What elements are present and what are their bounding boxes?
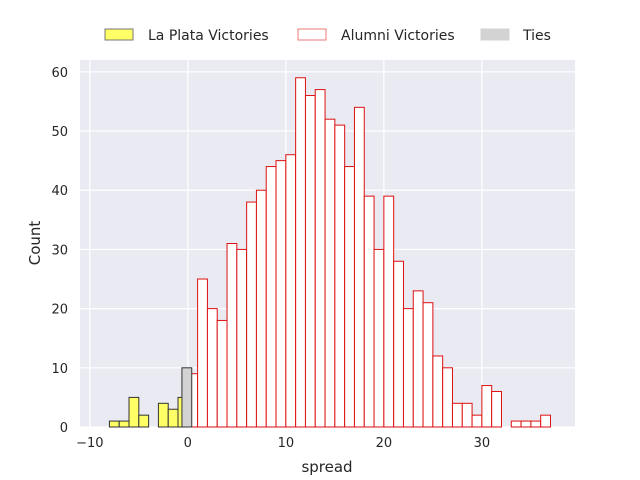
bar (206, 308, 218, 428)
legend-label: La Plata Victories (148, 28, 269, 44)
bar (442, 367, 453, 428)
bar (167, 408, 179, 428)
legend: La Plata Victories Alumni Victories Ties (104, 28, 551, 44)
bar (491, 390, 502, 428)
legend-label: Alumni Victories (341, 28, 455, 44)
bar (285, 154, 297, 428)
bar (373, 248, 385, 428)
bar (540, 414, 551, 428)
x-tick-label: 0 (184, 436, 192, 451)
bar (246, 201, 257, 428)
bar (481, 385, 493, 428)
bar (451, 402, 463, 428)
bar (181, 367, 193, 428)
y-tick-label: 30 (51, 243, 68, 258)
bar (402, 308, 414, 428)
y-tick-label: 0 (60, 421, 68, 436)
y-tick-label: 10 (51, 362, 68, 377)
x-tick-label: 10 (278, 436, 295, 451)
bar (334, 124, 346, 428)
bar (255, 189, 267, 428)
x-axis-ticks: −10 0 10 20 30 (76, 436, 490, 451)
x-tick-label: −10 (76, 436, 103, 451)
bar (520, 420, 532, 428)
y-axis-ticks: 0 10 20 30 40 50 60 (51, 66, 68, 436)
bar (393, 260, 404, 428)
y-tick-label: 50 (51, 125, 68, 140)
bar (344, 166, 355, 428)
bar (314, 89, 326, 428)
bar (226, 243, 238, 428)
bar (295, 77, 306, 428)
bar (383, 195, 395, 428)
bars (108, 77, 551, 428)
bar (432, 355, 444, 428)
x-tick-label: 30 (474, 436, 491, 451)
bar (197, 278, 208, 428)
y-tick-label: 60 (51, 66, 68, 81)
bar (108, 420, 120, 428)
bar (530, 420, 542, 428)
bar (157, 402, 169, 428)
bar (471, 414, 483, 428)
bar (353, 106, 365, 428)
bar (265, 166, 277, 428)
legend-swatch (297, 28, 327, 41)
legend-label: Ties (522, 28, 551, 44)
bar (236, 248, 248, 428)
y-tick-label: 40 (51, 184, 68, 199)
bar (510, 420, 522, 428)
bar (275, 160, 287, 428)
bar (324, 118, 336, 428)
y-tick-label: 20 (51, 303, 68, 318)
y-axis-label: Count (26, 221, 44, 266)
bar (118, 420, 130, 428)
x-tick-label: 20 (376, 436, 393, 451)
bar (216, 319, 228, 428)
bar (128, 396, 140, 428)
legend-swatch (104, 28, 134, 41)
x-axis-label: spread (301, 458, 352, 476)
bar (412, 290, 424, 428)
bar (304, 95, 316, 428)
bar (138, 414, 150, 428)
bar (422, 302, 434, 428)
legend-swatch (480, 28, 510, 41)
bar (363, 195, 375, 428)
bar (461, 402, 473, 428)
